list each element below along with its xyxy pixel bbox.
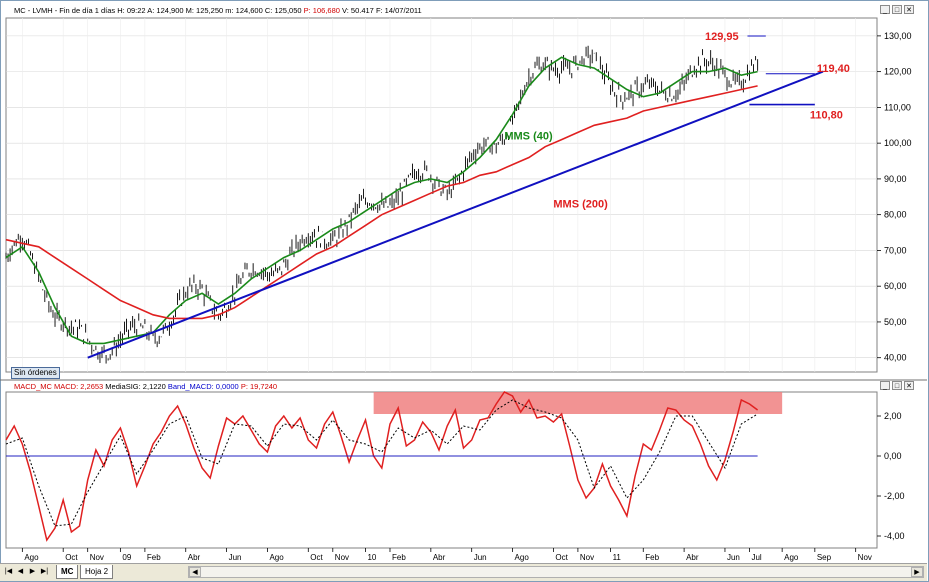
mms40-line [5,56,758,345]
price-title-part-3: M: 125,250 [185,6,226,15]
x-tick-label: Nov [90,553,104,562]
macd-y-tick-label: 0,00 [884,451,902,461]
price-title-part-4: m: 124,600 [225,6,265,15]
x-tick-label: Jul [751,553,761,562]
sheet-tab-bar: |◀ ◀ ▶ ▶| MC Hoja 2 ◀ ▶ [0,563,927,581]
signal-line [5,399,758,527]
next-icon[interactable]: ▶ [29,568,36,575]
macd-y-tick-label: 2,00 [884,411,902,421]
annotation-1: 119,40 [817,63,850,75]
macd-maximize-button[interactable]: □ [892,381,902,390]
x-tick-label: Nov [580,553,594,562]
macd-highlight-band [373,392,783,414]
macd-y-tick-label: -4,00 [884,531,905,541]
price-title-part-6: P: 106,680 [303,6,343,15]
macd-minimize-button[interactable]: _ [880,381,890,390]
x-tick-label: Feb [392,553,406,562]
price-y-tick-label: 120,00 [884,67,912,77]
annotation-2: 110,80 [810,110,843,122]
x-tick-label: Sep [817,553,832,562]
price-title-part-8: F: 14/07/2011 [375,6,422,15]
x-tick-label: Abr [686,553,699,562]
macd-title-part-3: Band_MACD: 0,0000 [167,382,241,391]
x-tick-label: 11 [613,553,622,562]
price-y-tick-label: 50,00 [884,317,907,327]
trendline [87,70,824,359]
prev-icon[interactable]: ◀ [17,568,24,575]
macd-title-part-1: MACD: 2,2653 [54,382,106,391]
tab-hoja-2[interactable]: Hoja 2 [80,565,114,579]
price-panel-title: MC - LVMH - Fin de día 1 días H: 09:22 A… [14,6,422,15]
price-y-tick-label: 40,00 [884,353,907,363]
price-y-tick-label: 100,00 [884,138,912,148]
x-tick-label: Abr [188,553,201,562]
price-title-part-2: A: 124,900 [147,6,186,15]
x-tick-label: Ago [515,553,530,562]
scroll-right-icon[interactable]: ▶ [911,567,923,577]
x-tick-label: Jun [229,553,242,562]
tab-mc[interactable]: MC [56,565,79,579]
mms200-line [5,85,758,320]
x-tick-label: Ago [24,553,39,562]
x-tick-label: Oct [65,553,78,562]
x-tick-label: Ago [784,553,799,562]
x-tick-label: Ago [269,553,284,562]
x-tick-label: 09 [122,553,131,562]
x-tick-label: 10 [367,553,376,562]
price-title-part-7: V: 50.417 [342,6,376,15]
price-title-part-1: H: 09:22 [117,6,148,15]
annotation-4: MMS (200) [553,199,608,211]
price-y-tick-label: 110,00 [884,102,911,112]
annotation-0: 129,95 [705,31,739,43]
last-icon[interactable]: ▶| [40,568,49,575]
price-maximize-button[interactable]: □ [892,5,902,14]
price-y-tick-label: 130,00 [884,31,912,41]
scroll-left-icon[interactable]: ◀ [189,567,201,577]
macd-close-button[interactable]: ✕ [904,381,914,390]
macd-panel-title: MACD_MC MACD: 2,2653 MediaSIG: 2,1220 Ba… [14,382,277,391]
first-icon[interactable]: |◀ [4,568,13,575]
x-tick-label: Abr [433,553,446,562]
macd-line [5,391,759,542]
x-tick-label: Jun [474,553,487,562]
x-tick-label: Feb [645,553,659,562]
macd-plot-area [5,391,878,549]
price-y-tick-label: 80,00 [884,210,907,220]
price-y-tick-label: 60,00 [884,281,907,291]
price-close-button[interactable]: ✕ [904,5,914,14]
price-minimize-button[interactable]: _ [880,5,890,14]
x-tick-label: Oct [310,553,323,562]
price-title-part-5: C: 125,050 [264,6,304,15]
x-tick-label: Jun [727,553,740,562]
x-tick-label: Nov [335,553,349,562]
status-badge[interactable]: Sin órdenes [11,367,60,379]
macd-title-part-0: MACD_MC [14,382,55,391]
price-y-tick-label: 90,00 [884,174,907,184]
price-title-part-0: MC - LVMH - Fin de día 1 días [14,6,118,15]
x-tick-label: Feb [147,553,161,562]
x-tick-label: Oct [555,553,568,562]
x-tick-label: Nov [858,553,872,562]
macd-title-part-4: P: 19,7240 [240,382,278,391]
annotation-3: MMS (40) [504,131,553,143]
macd-y-tick-label: -2,00 [884,491,905,501]
price-y-tick-label: 70,00 [884,245,907,255]
horizontal-scrollbar[interactable]: ◀ ▶ [188,566,924,578]
macd-title-part-2: MediaSIG: 2,1220 [105,382,168,391]
